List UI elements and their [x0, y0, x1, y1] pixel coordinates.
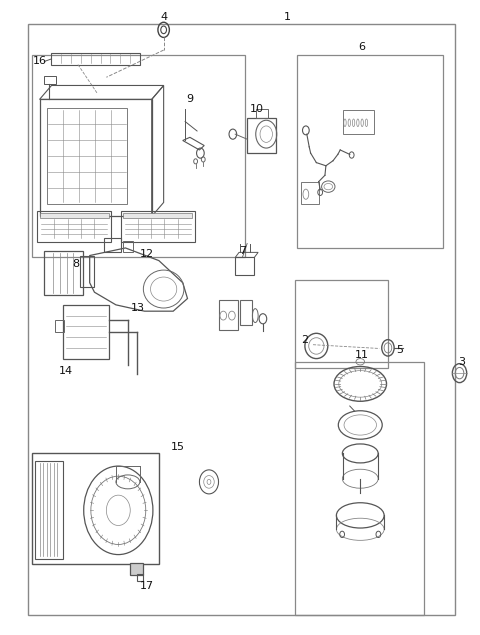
Text: 7: 7 — [239, 246, 246, 256]
Bar — [120, 211, 195, 242]
Bar — [39, 213, 109, 218]
Bar — [240, 300, 252, 325]
Bar — [123, 241, 132, 252]
Bar — [247, 118, 276, 153]
Bar — [295, 279, 388, 368]
Bar — [297, 55, 443, 248]
Text: 6: 6 — [358, 42, 365, 52]
Text: 8: 8 — [72, 258, 79, 269]
Text: 5: 5 — [396, 345, 403, 356]
Bar — [104, 239, 120, 252]
Bar — [37, 211, 111, 242]
Text: 11: 11 — [355, 351, 369, 361]
Bar — [33, 55, 245, 257]
Bar — [123, 213, 192, 218]
Bar — [55, 320, 64, 331]
Text: 12: 12 — [140, 250, 154, 259]
Bar — [51, 53, 140, 65]
Text: 9: 9 — [186, 95, 193, 104]
Bar — [137, 574, 143, 580]
Bar — [80, 255, 95, 287]
Bar — [218, 300, 238, 330]
Bar — [63, 305, 109, 359]
Text: 16: 16 — [33, 57, 47, 67]
Text: 2: 2 — [301, 335, 308, 345]
Text: 13: 13 — [131, 303, 144, 313]
Bar — [300, 182, 319, 204]
Bar — [39, 100, 152, 217]
Text: 3: 3 — [458, 357, 466, 367]
Text: 10: 10 — [250, 104, 264, 114]
Bar — [295, 362, 424, 615]
Bar — [44, 251, 83, 295]
Text: 1: 1 — [284, 12, 291, 22]
Bar — [47, 108, 128, 204]
Text: 14: 14 — [59, 366, 73, 377]
Text: 4: 4 — [160, 12, 167, 22]
Text: 15: 15 — [171, 442, 185, 452]
Bar — [28, 23, 455, 615]
Text: 17: 17 — [140, 581, 154, 591]
Bar — [33, 453, 159, 564]
Bar — [44, 76, 56, 84]
Bar — [256, 109, 268, 118]
Bar — [130, 563, 143, 575]
Bar — [343, 110, 373, 134]
Bar — [235, 257, 254, 275]
Bar — [35, 461, 63, 559]
